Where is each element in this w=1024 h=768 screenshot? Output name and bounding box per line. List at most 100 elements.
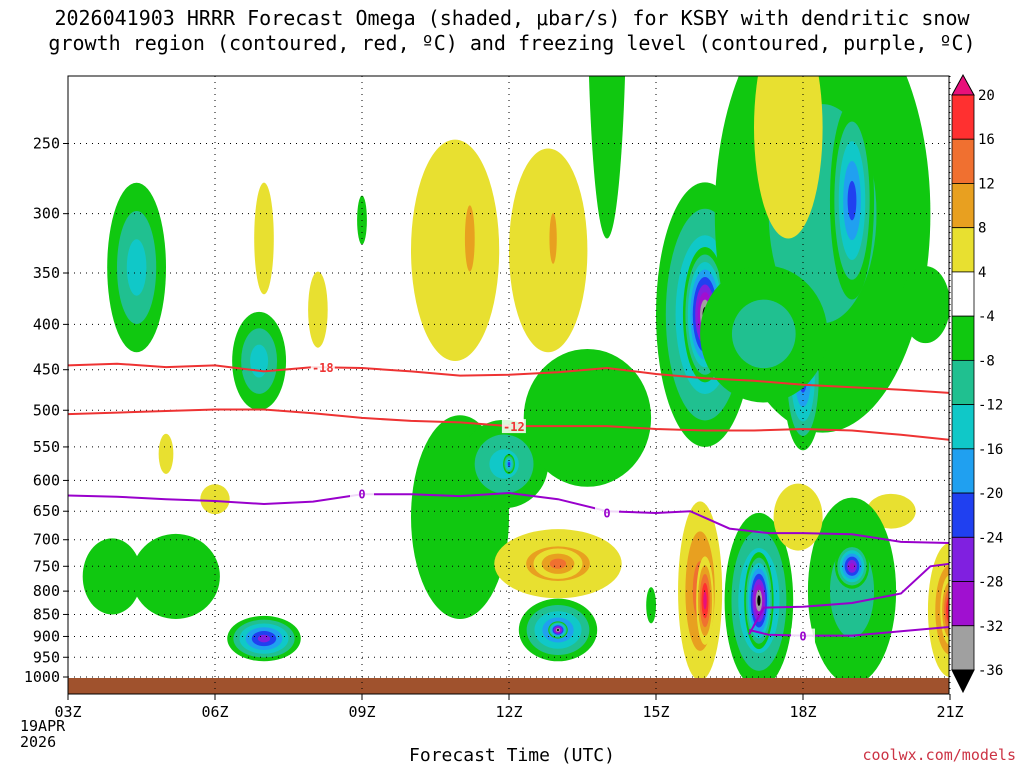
omega-blob-21-level-8 (556, 629, 560, 631)
colorbar-label-12: -32 (978, 619, 1003, 635)
chart-title: 2026041903 HRRR Forecast Omega (shaded, … (48, 6, 976, 55)
colorbar-swatch-2 (951, 183, 975, 229)
y-tick-label-800: 800 (33, 582, 60, 600)
colorbar-swatch-6 (951, 359, 975, 406)
omega-shading (82, 76, 949, 689)
omega-blob-41-level-0 (646, 587, 656, 624)
colorbar-label-11: -28 (978, 575, 1003, 591)
colorbar-bottom-arrow (951, 669, 975, 694)
contours: -18 -12 0 0 0 (68, 360, 949, 644)
omega-blob-0-level-2 (126, 239, 147, 296)
contour-line-2 (68, 491, 949, 544)
omega-blob-3-level-0 (131, 533, 220, 619)
omega-blob-33-level-4 (703, 591, 707, 610)
colorbar-swatch-8 (951, 448, 975, 494)
omega-blob-35-level-8 (757, 595, 761, 607)
colorbar-label-9: -20 (978, 486, 1003, 502)
y-tick-label-450: 450 (33, 361, 60, 379)
omega-blob-19-level-2 (549, 558, 567, 569)
omega-blob-13-level-1 (549, 213, 557, 264)
omega-blob-6-level-0 (158, 433, 174, 474)
colorbar-label-3: 8 (978, 221, 986, 237)
omega-blob-16-level-4 (507, 462, 511, 467)
contour-line-4 (748, 562, 949, 635)
axes: 250 300 350 400 450 500 550 600 650 700 750 800 850 9… (24, 135, 964, 722)
y-tick-label-700: 700 (33, 531, 60, 549)
contour-label-bg-0 (310, 360, 335, 375)
omega-blob-12-level-1 (464, 205, 475, 272)
omega-blob-7-level-0 (254, 182, 274, 295)
omega-blob-29-level-0 (754, 76, 823, 239)
contour-label-3: 0 (603, 506, 610, 520)
colorbar-label-6: -8 (978, 353, 995, 369)
contour-label-1: -12 (503, 420, 525, 434)
colorbar-swatch-5 (951, 315, 975, 361)
credit-link[interactable]: coolwx.com/models (862, 746, 1016, 764)
omega-blob-37-level-6 (849, 563, 855, 570)
colorbar-swatch-4 (951, 271, 975, 317)
omega-blob-28-level-1 (731, 299, 796, 369)
colorbar-label-7: -12 (978, 398, 1003, 414)
colorbar-top-arrow (951, 73, 975, 96)
colorbar-swatch-9 (951, 492, 975, 538)
colorbar-swatch-0 (951, 94, 975, 140)
y-tick-label-1000: 1000 (24, 668, 60, 686)
omega-blob-17-level-0 (523, 348, 652, 487)
omega-blob-10-level-0 (411, 139, 500, 362)
y-tick-label-550: 550 (33, 438, 60, 456)
contour-label-bg-3 (595, 505, 619, 520)
y-tick-label-250: 250 (33, 135, 60, 153)
y-tick-label-750: 750 (33, 557, 60, 575)
x-tick-label-09Z: 09Z (348, 703, 375, 721)
x-tick-label-12Z: 12Z (495, 703, 522, 721)
y-tick-label-500: 500 (33, 401, 60, 419)
colorbar-swatch-12 (951, 625, 975, 671)
omega-blob-1-level-2 (250, 344, 269, 378)
omega-blob-22-level-0 (588, 76, 626, 239)
y-tick-label-600: 600 (33, 471, 60, 489)
colorbar-label-2: 12 (978, 176, 995, 192)
x-tick-label-15Z: 15Z (642, 703, 669, 721)
colorbar-label-13: -36 (978, 663, 1003, 679)
contour-label-4: 0 (799, 630, 806, 644)
colorbar-label-0: 20 (978, 88, 995, 104)
colorbar-swatch-11 (951, 581, 975, 627)
y-tick-label-950: 950 (33, 648, 60, 666)
contour-line-0 (68, 362, 949, 394)
colorbar-label-10: -24 (978, 530, 1003, 546)
terrain-bar (68, 678, 949, 694)
colorbar-swatch-1 (951, 138, 975, 184)
omega-blob-38-level-0 (773, 483, 823, 551)
omega-blob-4-level-0 (82, 538, 142, 615)
omega-blob-40-level-3 (946, 596, 949, 624)
contour-label-bg-2 (350, 486, 374, 501)
contour-label-2: 0 (358, 488, 365, 502)
y-tick-label-900: 900 (33, 627, 60, 645)
omega-blob-26-level-4 (847, 180, 857, 221)
x-tick-label-18Z: 18Z (789, 703, 816, 721)
contour-label-bg-1 (501, 419, 526, 434)
x-axis-label: Forecast Time (UTC) (409, 745, 615, 766)
contour-line-3 (748, 625, 949, 637)
y-tick-label-350: 350 (33, 264, 60, 282)
colorbar: 20 16 12 8 4 -4 -8 -12 -16 -20 -24 -28 -32 -36 (951, 73, 1003, 694)
colorbar-swatch-7 (951, 404, 975, 450)
start-date-label: 19APR 2026 (20, 717, 66, 751)
omega-blob-31-level-0 (901, 266, 949, 344)
colorbar-swatch-3 (951, 227, 975, 273)
colorbar-label-5: -4 (978, 309, 995, 325)
omega-blob-8-level-0 (308, 271, 328, 348)
omega-blob-2-level-5 (257, 634, 271, 643)
colorbar-label-1: 16 (978, 132, 995, 148)
x-tick-label-03Z: 03Z (54, 703, 81, 721)
x-tick-label-21Z: 21Z (936, 703, 963, 721)
y-tick-label-850: 850 (33, 605, 60, 623)
colorbar-label-8: -16 (978, 442, 1003, 458)
colorbar-label-4: 4 (978, 265, 986, 281)
omega-blob-5-level-0 (200, 484, 230, 515)
y-tick-label-400: 400 (33, 315, 60, 333)
colorbar-swatch-10 (951, 536, 975, 582)
contour-label-0: -18 (312, 361, 334, 375)
x-tick-label-06Z: 06Z (201, 703, 228, 721)
